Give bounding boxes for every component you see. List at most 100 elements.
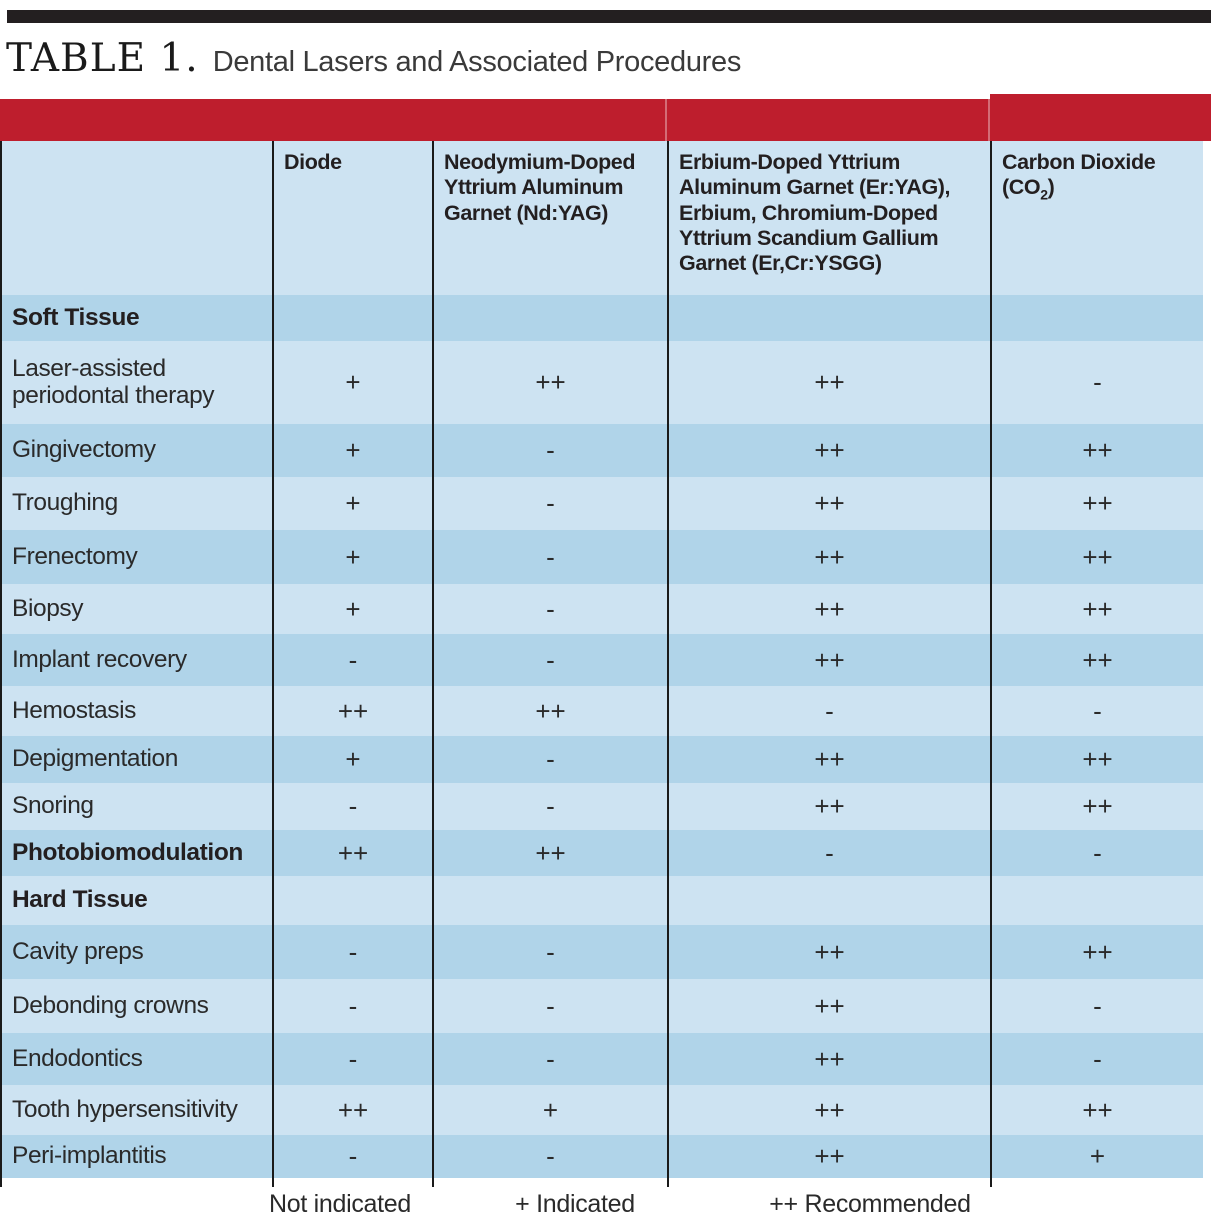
value-cell: + <box>272 341 432 424</box>
value-cell: ++ <box>667 925 990 979</box>
row-label: Tooth hypersensitivity <box>12 1095 238 1123</box>
row-label: Soft Tissue <box>12 303 140 331</box>
row-label: Hard Tissue <box>12 886 148 914</box>
table-row: Photobiomodulation ++ ++ - - <box>2 830 1203 876</box>
divider-stubs <box>2 1178 1203 1187</box>
value-cell <box>432 295 667 341</box>
table-row: Endodontics - - ++ - <box>2 1033 1203 1085</box>
accent-band-step <box>990 94 1211 100</box>
value-cell: - <box>272 979 432 1033</box>
col-header-diode: Diode <box>272 141 432 295</box>
row-label: Troughing <box>12 489 118 517</box>
row-label: Endodontics <box>12 1044 143 1072</box>
value-cell: ++ <box>990 736 1203 783</box>
value-cell: - <box>432 530 667 584</box>
table-row: Depigmentation + - ++ ++ <box>2 736 1203 783</box>
value-cell: - <box>667 830 990 876</box>
value-cell: - <box>432 634 667 686</box>
row-label: Peri-implantitis <box>12 1142 167 1170</box>
row-label: Depigmentation <box>12 745 179 773</box>
value-cell: - <box>432 925 667 979</box>
row-label: Laser-assisted periodontal therapy <box>12 354 215 409</box>
legend-indicated: + Indicated <box>515 1190 635 1218</box>
value-cell: ++ <box>990 530 1203 584</box>
row-header-column <box>2 141 272 295</box>
row-label: Biopsy <box>12 594 84 622</box>
table-row: Tooth hypersensitivity ++ + ++ ++ <box>2 1085 1203 1135</box>
value-cell: + <box>272 736 432 783</box>
value-cell: ++ <box>667 584 990 634</box>
band-seam <box>988 99 990 141</box>
top-rule <box>7 10 1211 23</box>
value-cell: - <box>990 979 1203 1033</box>
row-label: Snoring <box>12 792 94 820</box>
row-label: Debonding crowns <box>12 991 209 1019</box>
row-label: Implant recovery <box>12 645 187 673</box>
value-cell: ++ <box>667 1085 990 1135</box>
value-cell: - <box>667 686 990 736</box>
value-cell: - <box>990 341 1203 424</box>
value-cell: ++ <box>667 783 990 830</box>
value-cell: + <box>432 1085 667 1135</box>
table-title: Dental Lasers and Associated Procedures <box>212 46 742 78</box>
value-cell: - <box>432 477 667 530</box>
table-row: Peri-implantitis - - ++ + <box>2 1135 1203 1178</box>
dental-lasers-table: Diode Neodymium-Doped Yttrium Aluminum G… <box>0 141 1203 1187</box>
value-cell: ++ <box>667 477 990 530</box>
table-number: TABLE 1. <box>6 36 199 81</box>
col-header-ndyag: Neodymium-Doped Yttrium Aluminum Garnet … <box>432 141 667 295</box>
value-cell: + <box>990 1135 1203 1178</box>
value-cell: ++ <box>990 1085 1203 1135</box>
value-cell <box>432 876 667 925</box>
accent-band <box>0 99 1211 141</box>
value-cell: + <box>272 477 432 530</box>
value-cell: ++ <box>432 686 667 736</box>
value-cell: ++ <box>990 584 1203 634</box>
value-cell: + <box>272 530 432 584</box>
value-cell: + <box>272 424 432 477</box>
section-row: Soft Tissue <box>2 295 1203 341</box>
value-cell <box>667 876 990 925</box>
col-header-co2-formula: (CO2) <box>1002 175 1055 203</box>
value-cell: ++ <box>432 830 667 876</box>
table-row: Biopsy + - ++ ++ <box>2 584 1203 634</box>
legend-not-indicated: Not indicated <box>268 1190 412 1218</box>
value-cell: ++ <box>667 1033 990 1085</box>
value-cell <box>272 295 432 341</box>
value-cell: ++ <box>667 979 990 1033</box>
value-cell: - <box>272 1135 432 1178</box>
value-cell: ++ <box>432 341 667 424</box>
value-cell <box>990 876 1203 925</box>
value-cell: - <box>432 979 667 1033</box>
value-cell: ++ <box>990 477 1203 530</box>
value-cell: - <box>432 736 667 783</box>
table-row: Snoring - - ++ ++ <box>2 783 1203 830</box>
col-header-co2-name: Carbon Dioxide <box>1002 150 1156 174</box>
value-cell: ++ <box>272 830 432 876</box>
table-row: Troughing + - ++ ++ <box>2 477 1203 530</box>
row-label: Frenectomy <box>12 542 138 570</box>
value-cell: ++ <box>272 686 432 736</box>
value-cell: ++ <box>667 424 990 477</box>
value-cell: ++ <box>667 341 990 424</box>
value-cell: ++ <box>667 530 990 584</box>
value-cell: - <box>272 783 432 830</box>
section-row: Hard Tissue <box>2 876 1203 925</box>
value-cell: - <box>432 783 667 830</box>
table-row: Cavity preps - - ++ ++ <box>2 925 1203 979</box>
value-cell <box>990 295 1203 341</box>
table-row: Hemostasis ++ ++ - - <box>2 686 1203 736</box>
table-row: Implant recovery - - ++ ++ <box>2 634 1203 686</box>
value-cell: - <box>432 584 667 634</box>
value-cell: ++ <box>667 1135 990 1178</box>
table-row: Debonding crowns - - ++ - <box>2 979 1203 1033</box>
value-cell: - <box>432 424 667 477</box>
value-cell: - <box>990 1033 1203 1085</box>
header-row: Diode Neodymium-Doped Yttrium Aluminum G… <box>2 141 1203 295</box>
value-cell: ++ <box>990 783 1203 830</box>
value-cell <box>272 876 432 925</box>
value-cell: - <box>432 1135 667 1178</box>
value-cell: - <box>990 686 1203 736</box>
value-cell: ++ <box>990 925 1203 979</box>
value-cell: ++ <box>990 424 1203 477</box>
